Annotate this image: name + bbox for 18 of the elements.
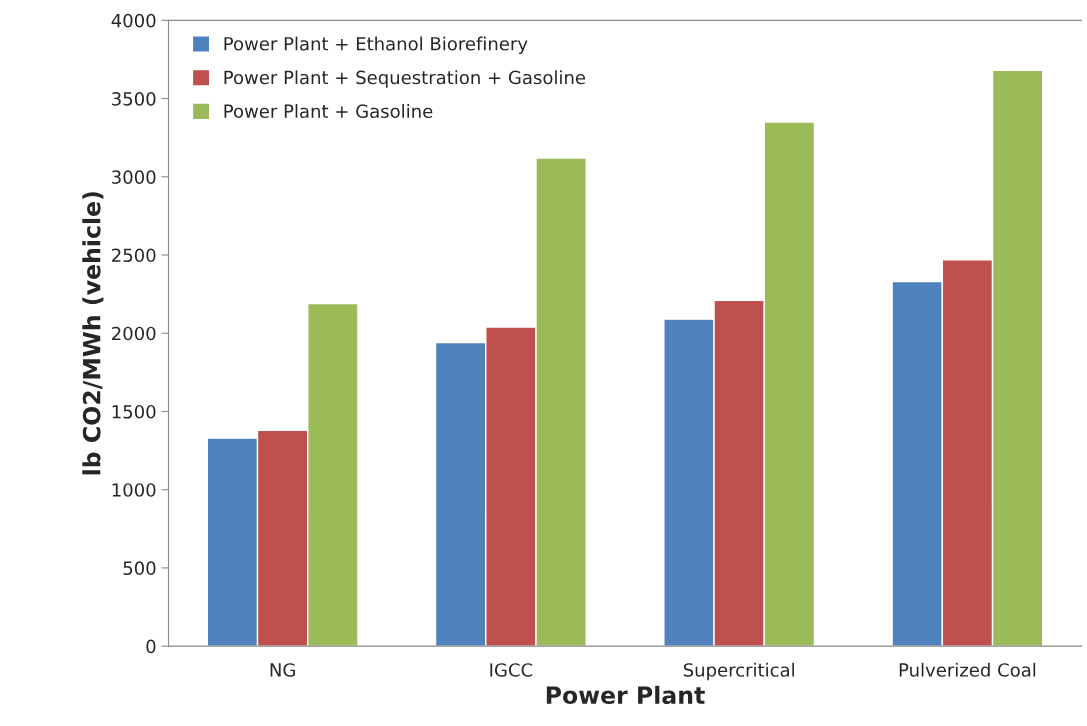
x-tick-label: Pulverized Coal: [899, 662, 1036, 677]
y-tick-label: 2500: [112, 248, 156, 263]
y-tick-label: 2000: [112, 326, 156, 341]
x-tick-label: IGCC: [490, 663, 533, 677]
y-tick-label: 500: [123, 561, 156, 576]
y-tick-label: 3000: [112, 170, 156, 184]
legend-label: Power Plant + Ethanol Biorefinery: [224, 36, 528, 55]
y-tick-label: 3500: [112, 92, 156, 106]
y-tick-label: 0: [146, 639, 156, 654]
x-axis-title: Power Plant: [546, 685, 705, 705]
y-tick-label: 1500: [112, 404, 156, 419]
x-tick-label: NG: [270, 663, 295, 677]
y-axis-title: lb CO2/MWh (vehicle): [82, 192, 104, 475]
y-tick-label: 4000: [111, 13, 156, 28]
legend-label: Power Plant + Sequestration + Gasoline: [224, 70, 586, 88]
y-tick-label: 1000: [112, 483, 156, 497]
legend-label: Power Plant + Gasoline: [224, 104, 433, 118]
x-tick-label: Supercritical: [683, 662, 794, 681]
